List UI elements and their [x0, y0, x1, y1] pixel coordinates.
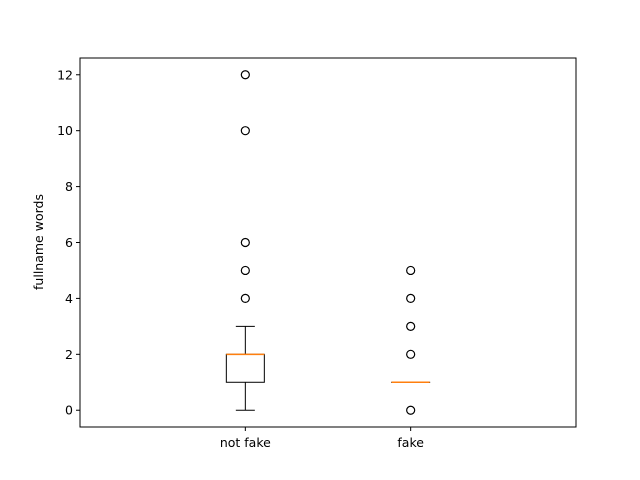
plot-frame — [79, 57, 577, 428]
outlier-point — [240, 237, 250, 248]
outlier-point — [406, 265, 416, 276]
outlier-point — [240, 293, 250, 304]
y-tick-label: 8 — [65, 179, 73, 194]
outlier-point — [406, 405, 416, 415]
box-group — [225, 70, 265, 411]
outlier-point — [240, 126, 250, 136]
x-axis: not fake fake — [220, 427, 424, 450]
y-axis-label: fullname words — [31, 194, 46, 290]
box — [225, 353, 265, 383]
y-tick-label: 4 — [65, 291, 73, 306]
box-group — [391, 265, 431, 415]
outlier-point — [406, 321, 416, 331]
x-tick-label: not fake — [220, 435, 271, 450]
x-tick-label: fake — [397, 435, 424, 450]
y-tick-label: 12 — [57, 67, 73, 82]
outlier-point — [406, 349, 416, 359]
outlier-point — [240, 265, 250, 276]
y-tick-label: 2 — [65, 347, 73, 362]
outlier-point — [406, 293, 416, 304]
y-tick-label: 0 — [65, 403, 73, 418]
y-tick-label: 6 — [65, 235, 73, 250]
boxes-layer — [225, 70, 431, 415]
outlier-point — [240, 70, 250, 80]
y-axis: 0 2 4 6 8 10 12 — [57, 67, 80, 418]
y-tick-label: 10 — [57, 123, 73, 138]
